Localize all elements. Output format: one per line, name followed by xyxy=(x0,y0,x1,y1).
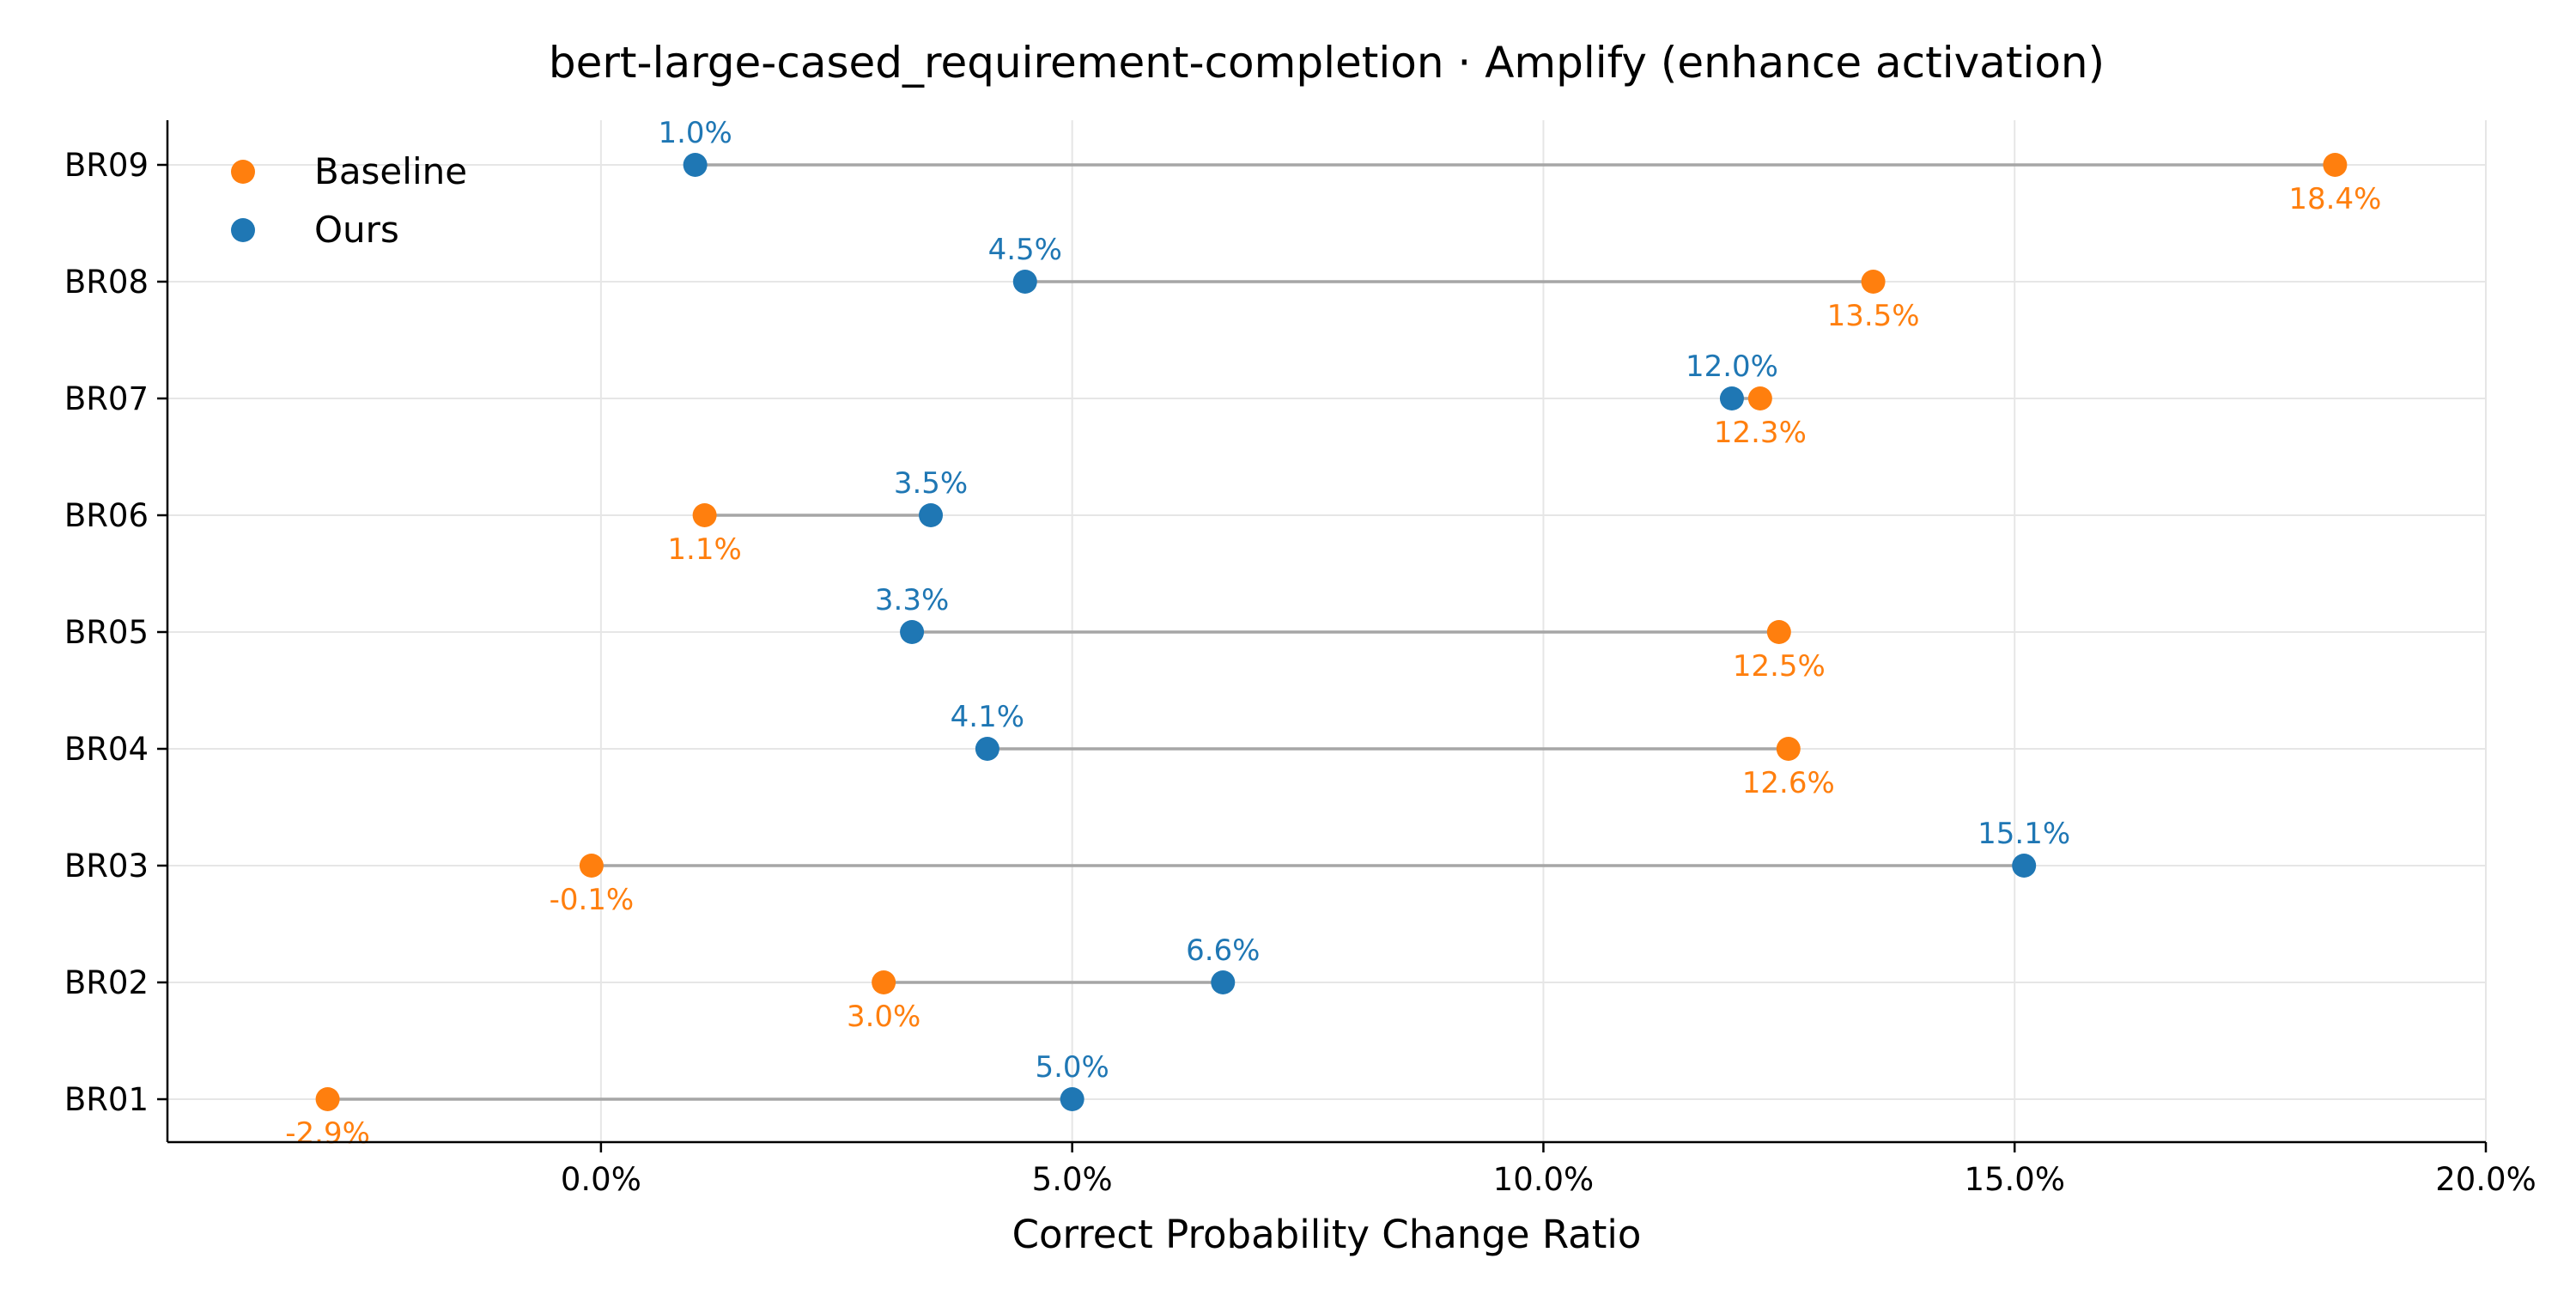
ours-point xyxy=(975,737,999,761)
ours-value-label: 12.0% xyxy=(1686,350,1778,384)
baseline-value-label: 1.1% xyxy=(667,532,741,567)
legend-label-ours: Ours xyxy=(314,209,399,251)
ours-value-label: 5.0% xyxy=(1035,1050,1109,1085)
ours-point xyxy=(2012,854,2037,878)
baseline-value-label: -0.1% xyxy=(550,883,635,917)
ours-value-label: 4.1% xyxy=(951,700,1024,734)
connectors xyxy=(327,163,2336,1101)
x-tick-label: 15.0% xyxy=(1964,1161,2065,1198)
ours-value-label: 3.3% xyxy=(875,583,949,617)
baseline-value-label: 12.3% xyxy=(1714,416,1807,450)
ours-value-label: 6.6% xyxy=(1186,933,1260,968)
y-tick-label: BR02 xyxy=(64,964,149,1001)
baseline-point xyxy=(579,854,604,878)
baseline-value-label: 13.5% xyxy=(1827,299,1920,333)
baseline-point xyxy=(1766,620,1791,644)
legend-label-baseline: Baseline xyxy=(314,150,467,192)
baseline-value-label: 12.6% xyxy=(1742,766,1835,800)
baseline-point xyxy=(315,1087,340,1111)
y-tick-label: BR06 xyxy=(64,497,149,534)
baseline-point xyxy=(1747,386,1772,410)
y-tick-label: BR03 xyxy=(64,848,149,885)
chart-title: bert-large-cased_requirement-completion … xyxy=(549,38,2105,88)
x-tick-label: 10.0% xyxy=(1493,1161,1595,1198)
baseline-value-label: 12.5% xyxy=(1733,649,1826,684)
ours-point xyxy=(1719,386,1744,410)
y-tick-label: BR09 xyxy=(64,147,149,184)
baseline-point xyxy=(1861,270,1886,294)
x-tick-label: 5.0% xyxy=(1032,1161,1113,1198)
ours-point xyxy=(919,503,944,527)
y-tick-label: BR05 xyxy=(64,614,149,651)
legend: Baseline Ours xyxy=(231,150,467,251)
baseline-value-label: -2.9% xyxy=(285,1116,370,1151)
x-tick-label: 20.0% xyxy=(2435,1161,2537,1198)
y-tick-label: BR01 xyxy=(64,1081,149,1118)
y-tick-label: BR08 xyxy=(64,264,149,301)
ours-point xyxy=(1211,970,1236,994)
legend-marker-baseline xyxy=(231,160,255,184)
x-tick-label: 0.0% xyxy=(561,1161,641,1198)
ours-value-label: 15.1% xyxy=(1978,817,2070,851)
baseline-point xyxy=(2323,153,2348,177)
baseline-point xyxy=(1776,737,1801,761)
ours-point xyxy=(1012,270,1037,294)
data-points xyxy=(315,153,2348,1111)
baseline-value-label: 3.0% xyxy=(847,1000,920,1034)
y-tick-label: BR04 xyxy=(64,731,149,768)
axes: 0.0% 5.0% 10.0% 15.0% 20.0% BR01 BR02 BR03 BR04 B… xyxy=(64,120,2537,1198)
ours-value-label: 4.5% xyxy=(988,233,1062,267)
ours-point xyxy=(683,153,708,177)
legend-marker-ours xyxy=(231,218,255,242)
baseline-point xyxy=(872,970,896,994)
ours-value-label: 3.5% xyxy=(894,466,968,501)
baseline-point xyxy=(692,503,717,527)
ours-point xyxy=(1060,1087,1084,1111)
y-tick-label: BR07 xyxy=(64,380,149,417)
ours-point xyxy=(900,620,925,644)
ours-value-label: 1.0% xyxy=(658,116,732,150)
baseline-value-label: 18.4% xyxy=(2288,182,2381,216)
x-axis-label: Correct Probability Change Ratio xyxy=(1012,1212,1642,1257)
value-labels: -2.9% 5.0% 3.0% 6.6% -0.1% 15.1% 12.6% 4.1% 12.5… xyxy=(285,116,2381,1151)
